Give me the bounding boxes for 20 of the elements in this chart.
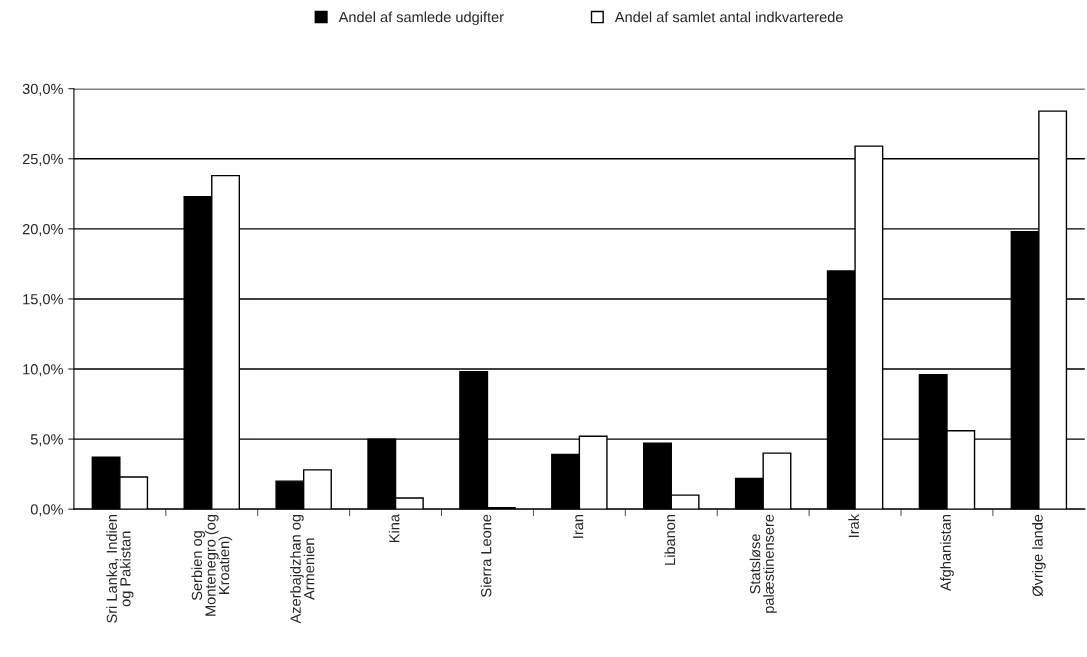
x-tick-label: Øvrige lande — [1032, 514, 1046, 597]
legend-label: Andel af samlet antal indkvarterede — [614, 11, 843, 23]
legend-label: Andel af samlede udgifter — [338, 11, 504, 26]
y-tick-label: 10,0% — [23, 364, 63, 377]
x-tick-label: Serbien og Montenegro (og Kroatien) — [191, 514, 233, 616]
x-tick-label: Libanon — [664, 514, 676, 565]
x-tick-label: Kina — [388, 514, 400, 543]
x-tick-label: Sierra Leone — [480, 514, 492, 597]
x-tick-label: Statsløse palæstinensere — [749, 514, 777, 613]
x-tick-label: Iran — [573, 514, 584, 538]
y-tick-label: 25,0% — [22, 153, 63, 166]
x-tick-label: Sri Lanka, Indien og Pakistan — [106, 514, 134, 623]
y-tick-label: 20,0% — [22, 223, 63, 237]
y-tick-label: 15,0% — [23, 294, 63, 307]
x-tick-label: Azerbajdzhan og Armenien — [290, 514, 315, 624]
x-tick-label: Afghanistan — [940, 514, 954, 592]
y-tick-label: 30,0% — [22, 83, 63, 96]
x-tick-label: Irak — [848, 514, 859, 537]
y-tick-label: 5,0% — [30, 434, 63, 447]
y-tick-label: 0,0% — [30, 504, 63, 517]
